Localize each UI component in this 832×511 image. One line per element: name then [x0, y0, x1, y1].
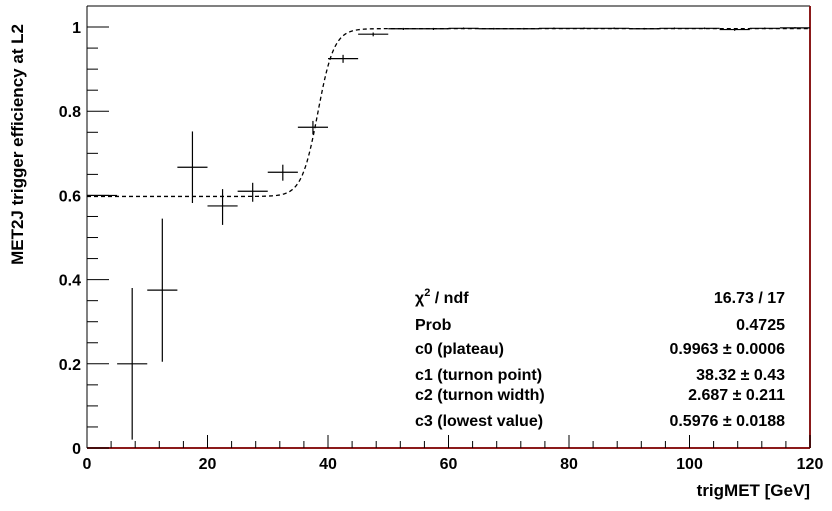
stats-value: 0.5976 ± 0.0188 [669, 413, 785, 430]
x-tick-label: 0 [83, 456, 92, 473]
fit-layer [87, 27, 810, 198]
stats-value: 38.32 ± 0.43 [696, 367, 785, 384]
data-point [237, 182, 268, 202]
x-tick-label: 100 [676, 456, 703, 473]
data-point [659, 27, 690, 30]
x-tick-label: 120 [797, 456, 824, 473]
data-point [629, 27, 660, 30]
x-axis-label: trigMET [GeV] [697, 481, 810, 500]
data-point [267, 164, 298, 181]
fit-curve [87, 27, 810, 198]
x-tick-label: 40 [319, 456, 337, 473]
data-point [569, 27, 600, 30]
stats-box: χ2 / ndf 16.73 / 17 Prob 0.4725 c0 (plateau)… [415, 287, 785, 430]
stats-label: χ2 / ndf [415, 287, 469, 307]
data-point [328, 54, 359, 63]
x-tick-label: 80 [560, 456, 578, 473]
stats-label-superscript: 2 [424, 287, 430, 299]
data-point [147, 218, 178, 362]
data-point [599, 27, 630, 30]
stats-label: Prob [415, 317, 452, 334]
x-tick-label: 20 [199, 456, 217, 473]
stats-label: c2 (turnon width) [415, 387, 545, 404]
x-tick-label: 60 [440, 456, 458, 473]
data-point [508, 27, 539, 30]
axes-layer: 0 20 40 60 80 100 120 0 0.2 0.4 0.6 0.8 1 [59, 5, 824, 473]
data-point [207, 189, 238, 225]
stats-label: c3 (lowest value) [415, 413, 543, 430]
stats-value: 0.9963 ± 0.0006 [669, 341, 785, 358]
stats-value: 16.73 / 17 [714, 290, 785, 307]
stats-label: c0 (plateau) [415, 341, 504, 358]
data-points-layer [87, 27, 810, 440]
data-point [117, 288, 148, 440]
y-tick-label: 0.2 [59, 357, 81, 374]
data-point [448, 27, 479, 30]
y-tick-label: 0.8 [59, 104, 81, 121]
data-point [177, 131, 208, 204]
data-point [297, 120, 328, 135]
data-point [358, 32, 389, 37]
y-tick-label: 0.4 [59, 273, 81, 290]
stats-label: c1 (turnon point) [415, 367, 542, 384]
data-point [749, 27, 780, 30]
data-point [388, 27, 419, 30]
y-tick-label: 1 [72, 20, 81, 37]
data-point [538, 27, 569, 30]
y-tick-label: 0.6 [59, 188, 81, 205]
stats-value: 0.4725 [736, 317, 785, 334]
stats-label-main: χ [415, 290, 425, 307]
data-point [418, 27, 449, 30]
data-point [689, 27, 720, 30]
data-point [719, 28, 750, 31]
data-point [779, 27, 810, 29]
data-point [478, 27, 509, 30]
stats-value: 2.687 ± 0.211 [688, 387, 785, 404]
stats-label-rest: / ndf [430, 290, 469, 307]
y-tick-label: 0 [72, 441, 81, 458]
y-axis-label: MET2J trigger efficiency at L2 [8, 24, 27, 265]
